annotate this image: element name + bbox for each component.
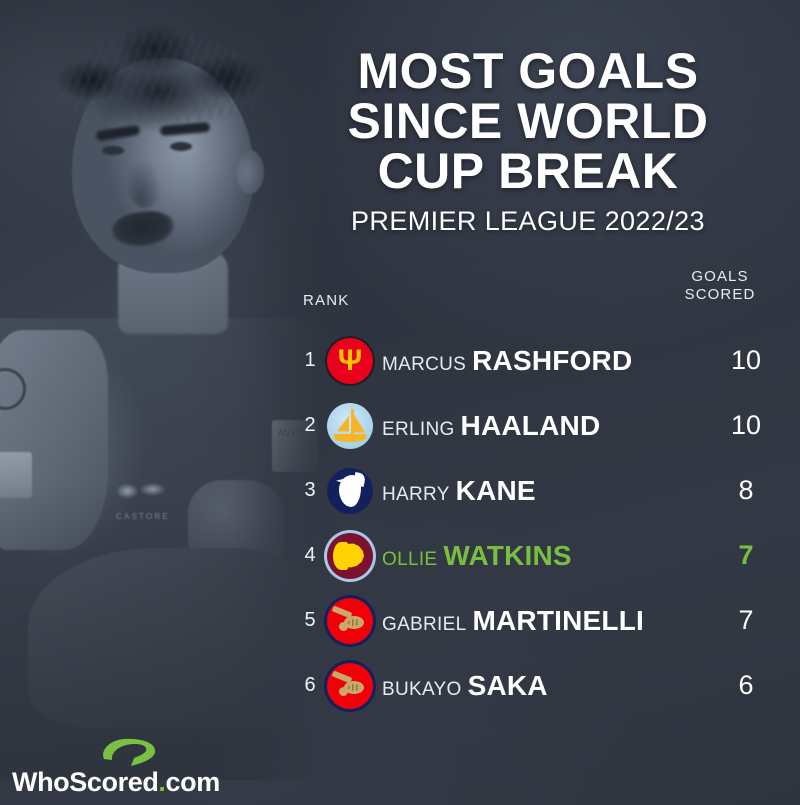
player-first-name: OLLIE [382, 548, 438, 570]
player-last-name: MARTINELLI [472, 604, 644, 636]
ship-sail-icon [337, 415, 349, 432]
trident-icon: Ψ [337, 343, 363, 377]
table-row: 3 HARRY KANE 8 [296, 458, 788, 523]
row-player-name: GABRIEL MARTINELLI [382, 605, 704, 637]
cannon-barrel-icon [344, 615, 364, 629]
row-player-name: MARCUS RASHFORD [382, 345, 704, 377]
row-rank: 3 [304, 479, 316, 501]
spurs-crest-icon [327, 467, 373, 514]
table-row: 6 BUKAYO SAKA 6 [296, 653, 788, 718]
logo-text-scored: Scored [69, 767, 159, 797]
club-crest-tottenham [327, 467, 373, 514]
row-rank: 4 [304, 544, 316, 566]
headline-line-2: SINCE WORLD [347, 93, 709, 149]
logo-text-com: com [165, 767, 221, 797]
row-goals-value: 6 [738, 670, 754, 700]
table-row: 5 GABRIEL MARTINELLI 7 [296, 588, 788, 653]
row-goals-value: 10 [730, 345, 762, 375]
whoscored-wordmark: WhoScored.com [12, 767, 220, 798]
logo-dot: . [158, 767, 166, 797]
headline-subtitle: PREMIER LEAGUE 2022/23 [351, 206, 705, 236]
player-first-name: ERLING [382, 418, 455, 440]
row-rank: 2 [304, 414, 316, 436]
question-mark-icon [103, 738, 156, 766]
arsenal-crest-icon [327, 662, 373, 709]
row-rank: 1 [304, 349, 316, 371]
player-last-name: HAALAND [460, 409, 601, 441]
goals-header-line-1: GOALS [691, 268, 749, 285]
man-utd-crest-icon: Ψ [327, 337, 373, 384]
table-row: 1 Ψ MARCUS RASHFORD 10 [296, 328, 788, 393]
club-crest-aston-villa [327, 532, 373, 579]
headline-line-1: MOST GOALS [357, 43, 699, 99]
player-photo: Z arch. Drive. Infl CASTORE AVFC [0, 0, 330, 780]
club-crest-manchester-city [327, 402, 373, 449]
photo-vignette [0, 0, 330, 780]
player-first-name: HARRY [382, 483, 450, 505]
row-goals-value: 10 [730, 410, 762, 440]
logo-text-who: Who [12, 767, 70, 797]
table-row: 2 ERLING HAALAND 10 [296, 393, 788, 458]
row-goals-value: 7 [738, 540, 754, 570]
rank-column-header: RANK [303, 292, 350, 309]
row-player-name: OLLIE WATKINS [382, 540, 704, 572]
cockerel-beak-icon [336, 478, 345, 484]
player-first-name: GABRIEL [382, 613, 467, 635]
cannon-wheel-icon [339, 686, 348, 696]
man-city-crest-icon [327, 402, 373, 449]
row-goals-value: 7 [738, 605, 754, 635]
lion-icon [336, 543, 364, 568]
player-last-name: SAKA [467, 669, 548, 701]
row-rank: 6 [304, 674, 316, 696]
arsenal-crest-icon [327, 597, 373, 644]
row-goals-value: 8 [738, 475, 754, 505]
row-rank: 5 [304, 609, 316, 631]
goals-column-header: GOALS SCORED [675, 268, 765, 304]
player-last-name: KANE [455, 474, 536, 506]
player-last-name: WATKINS [443, 539, 572, 571]
row-player-name: ERLING HAALAND [382, 410, 704, 442]
player-last-name: RASHFORD [472, 344, 633, 376]
cannon-barrel-icon [344, 680, 364, 694]
club-crest-manchester-united: Ψ [327, 337, 373, 384]
row-player-name: HARRY KANE [382, 475, 704, 507]
aston-villa-crest-icon [327, 532, 373, 579]
goals-header-line-2: SCORED [684, 286, 756, 303]
ranking-table: 1 Ψ MARCUS RASHFORD 10 2 [296, 328, 788, 718]
player-first-name: MARCUS [382, 353, 467, 375]
cannon-wheel-icon [339, 621, 348, 631]
table-row-highlighted: 4 OLLIE WATKINS 7 [296, 523, 788, 588]
headline-line-3: CUP BREAK [377, 143, 679, 199]
player-first-name: BUKAYO [382, 678, 462, 700]
ship-mast-icon [351, 408, 354, 435]
club-crest-arsenal [327, 662, 373, 709]
club-crest-arsenal [327, 597, 373, 644]
headline-block: MOST GOALS SINCE WORLD CUP BREAK PREMIER… [278, 46, 778, 237]
row-player-name: BUKAYO SAKA [382, 670, 704, 702]
ship-hull-icon [334, 433, 366, 442]
